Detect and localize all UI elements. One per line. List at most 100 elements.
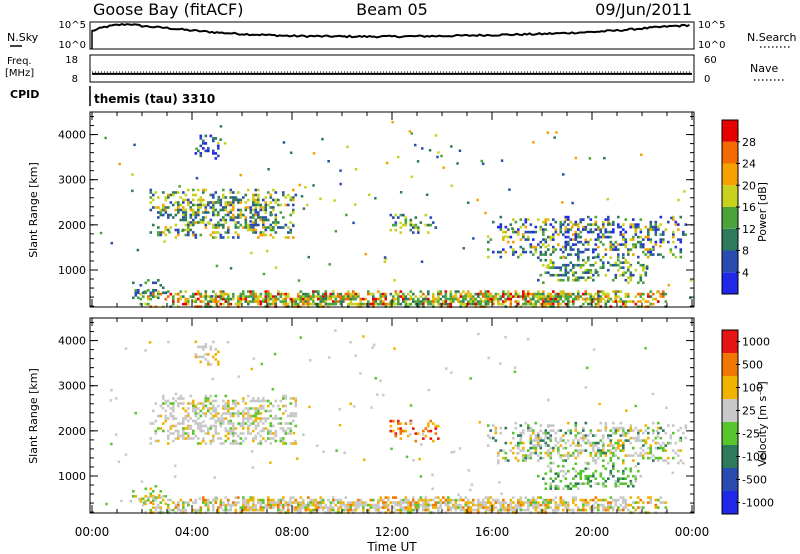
heatmap-cell [234,501,238,504]
heatmap-cell [177,437,180,440]
colorbar-swatch [722,228,738,251]
heatmap-cell [657,498,660,502]
heatmap-cell [194,508,198,512]
heatmap-cell [409,501,413,504]
heatmap-cell [179,508,183,512]
heatmap-cell [197,149,200,153]
heatmap-cell [572,248,575,251]
heatmap-cell [592,348,596,351]
heatmap-cell [549,424,553,427]
heatmap-cell [619,290,623,293]
heatmap-cell [384,297,388,301]
heatmap-cell [559,266,563,269]
heatmap-cell [599,498,603,502]
heatmap-cell [214,424,218,428]
heatmap-cell [227,228,230,232]
heatmap-cell [447,508,450,512]
heatmap-cell [602,441,605,445]
heatmap-cell [522,501,525,504]
heatmap-cell [624,439,628,442]
heatmap-cell [437,300,440,303]
heatmap-cell [237,201,240,204]
heatmap-cell [195,147,198,150]
heatmap-cell [369,302,373,306]
heatmap-cell [319,197,322,200]
heatmap-cell [252,226,255,229]
heatmap-cell [597,225,600,229]
heatmap-cell [664,501,668,504]
heatmap-cell [294,501,298,504]
heatmap-cell [247,508,250,512]
heatmap-cell [274,231,278,234]
heatmap-cell [429,437,433,440]
heatmap-cell [502,238,505,241]
heatmap-cell [237,442,240,445]
heatmap-cell [592,223,595,226]
heatmap-cell [649,228,653,231]
heatmap-cell [192,399,195,403]
heatmap-cell [439,501,443,504]
heatmap-cell [639,263,643,267]
heatmap-cell [289,503,293,507]
heatmap-cell [222,417,225,420]
heatmap-cell [632,474,635,478]
heatmap-cell [212,340,215,344]
heatmap-cell [434,424,438,428]
heatmap-cell [577,508,580,512]
heatmap-cell [187,221,190,224]
heatmap-cell [484,297,488,301]
heatmap-cell [519,441,523,445]
colorbar-swatch [722,207,738,229]
heatmap-cell [269,506,273,509]
heatmap-cell [572,238,575,241]
heatmap-cell [644,225,648,229]
heatmap-cell [242,292,245,296]
heatmap-cell [204,345,208,349]
heatmap-cell [202,348,205,351]
heatmap-cell [439,297,443,301]
heatmap-cell [467,508,470,512]
heatmap-cell [542,290,545,293]
heatmap-cell [677,454,680,457]
heatmap-cell [312,508,315,512]
heatmap-cell [649,295,653,298]
heatmap-cell [564,266,568,269]
heatmap-cell [252,295,255,298]
heatmap-cell [579,230,583,234]
heatmap-cell [177,503,180,507]
heatmap-cell [614,248,618,251]
heatmap-cell [272,503,275,507]
heatmap-cell [572,233,575,236]
heatmap-cell [584,300,588,303]
heatmap-cell [662,290,665,293]
heatmap-cell [642,268,645,272]
heatmap-cell [544,297,548,301]
heatmap-cell [632,446,635,450]
heatmap-cell [499,225,503,229]
heatmap-cell [445,367,448,370]
heatmap-cell [644,235,648,239]
heatmap-cell [522,449,525,452]
heatmap-cell [172,432,175,435]
heatmap-cell [589,479,593,483]
heatmap-cell [217,506,220,509]
heatmap-cell [494,498,498,502]
heatmap-cell [239,442,243,445]
heatmap-cell [577,290,580,293]
power-colorbar-label: Power [dB] [756,182,769,242]
heatmap-cell [402,292,405,296]
heatmap-cell [462,247,465,250]
power-heatmap-pixels [99,120,693,308]
heatmap-cell [574,426,578,430]
heatmap-cell [594,255,598,259]
heatmap-cell [354,297,358,301]
heatmap-cell [299,290,303,293]
heatmap-cell [105,502,108,506]
heatmap-cell [619,261,623,264]
heatmap-cell [162,231,165,234]
heatmap-cell [399,429,403,433]
heatmap-cell [622,506,625,509]
heatmap-cell [217,419,220,423]
heatmap-cell [242,397,245,400]
heatmap-cell [209,402,213,405]
